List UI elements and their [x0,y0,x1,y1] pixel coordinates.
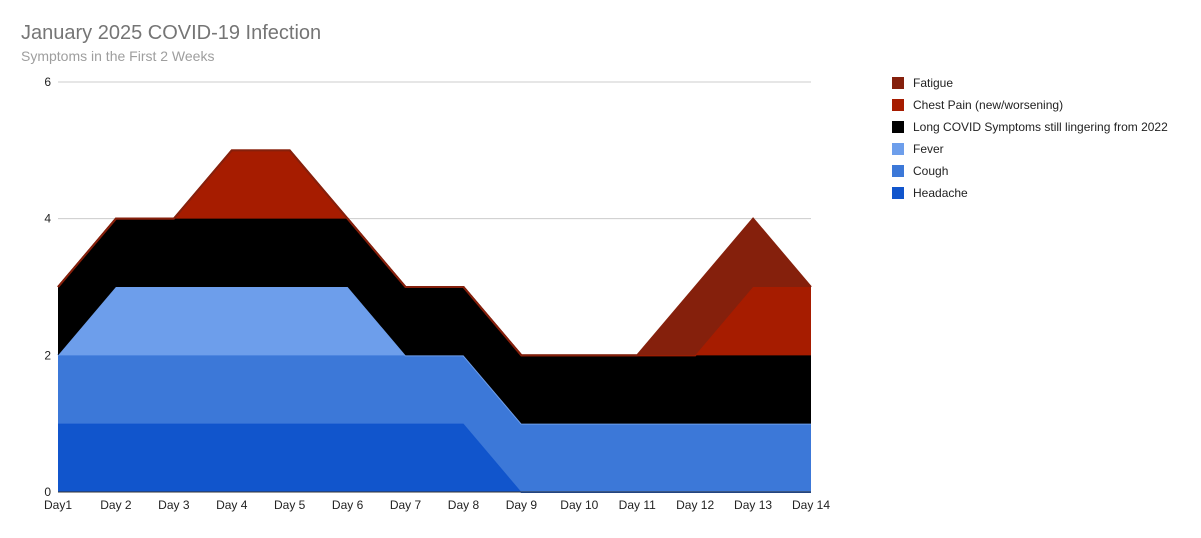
legend-swatch [892,121,904,133]
legend-swatch [892,187,904,199]
y-tick-label: 0 [44,485,51,499]
area-series [57,149,812,493]
x-tick-label: Day 5 [274,498,306,512]
legend-label: Headache [913,186,968,200]
x-tick-label: Day 8 [448,498,480,512]
x-tick-label: Day 12 [676,498,714,512]
x-tick-label: Day 14 [792,498,830,512]
legend-label: Fever [913,142,944,156]
series-line-5 [57,149,812,357]
area-headache [58,423,811,492]
chart-subtitle: Symptoms in the First 2 Weeks [21,48,214,64]
legend-swatch [892,77,904,89]
x-tick-label: Day 11 [619,498,656,512]
legend-swatch [892,165,904,177]
legend: Fatigue Chest Pain (new/worsening) Long CO… [892,76,1168,200]
area-long-covid-symptoms-still-lingering-from-2022 [58,218,811,424]
x-tick-label: Day1 [44,498,72,512]
legend-label: Long COVID Symptoms still lingering from… [913,120,1168,134]
x-tick-label: Day 13 [734,498,772,512]
legend-label: Cough [913,164,948,178]
legend-swatch [892,99,904,111]
chart-title: January 2025 COVID-19 Infection [21,22,321,44]
y-tick-label: 6 [44,75,51,89]
x-tick-label: Day 7 [390,498,422,512]
x-tick-label: Day 4 [216,498,248,512]
x-tick-label: Day 9 [506,498,538,512]
legend-label: Chest Pain (new/worsening) [913,98,1063,112]
area-cough [58,355,811,492]
legend-label: Fatigue [913,76,953,90]
axes: 0 2 4 6 Day1 Day 2 Day 3 Day 4 Day 5 Day 6 Day 7 Da… [44,75,830,512]
x-tick-label: Day 2 [100,498,132,512]
y-tick-label: 2 [44,348,51,362]
area-fever [58,287,811,424]
x-tick-label: Day 6 [332,498,364,512]
x-tick-label: Day 10 [560,498,598,512]
x-tick-label: Day 3 [158,498,190,512]
legend-swatch [892,143,904,155]
y-tick-label: 4 [44,212,51,226]
area-chest-pain-new-worsening [58,150,811,356]
